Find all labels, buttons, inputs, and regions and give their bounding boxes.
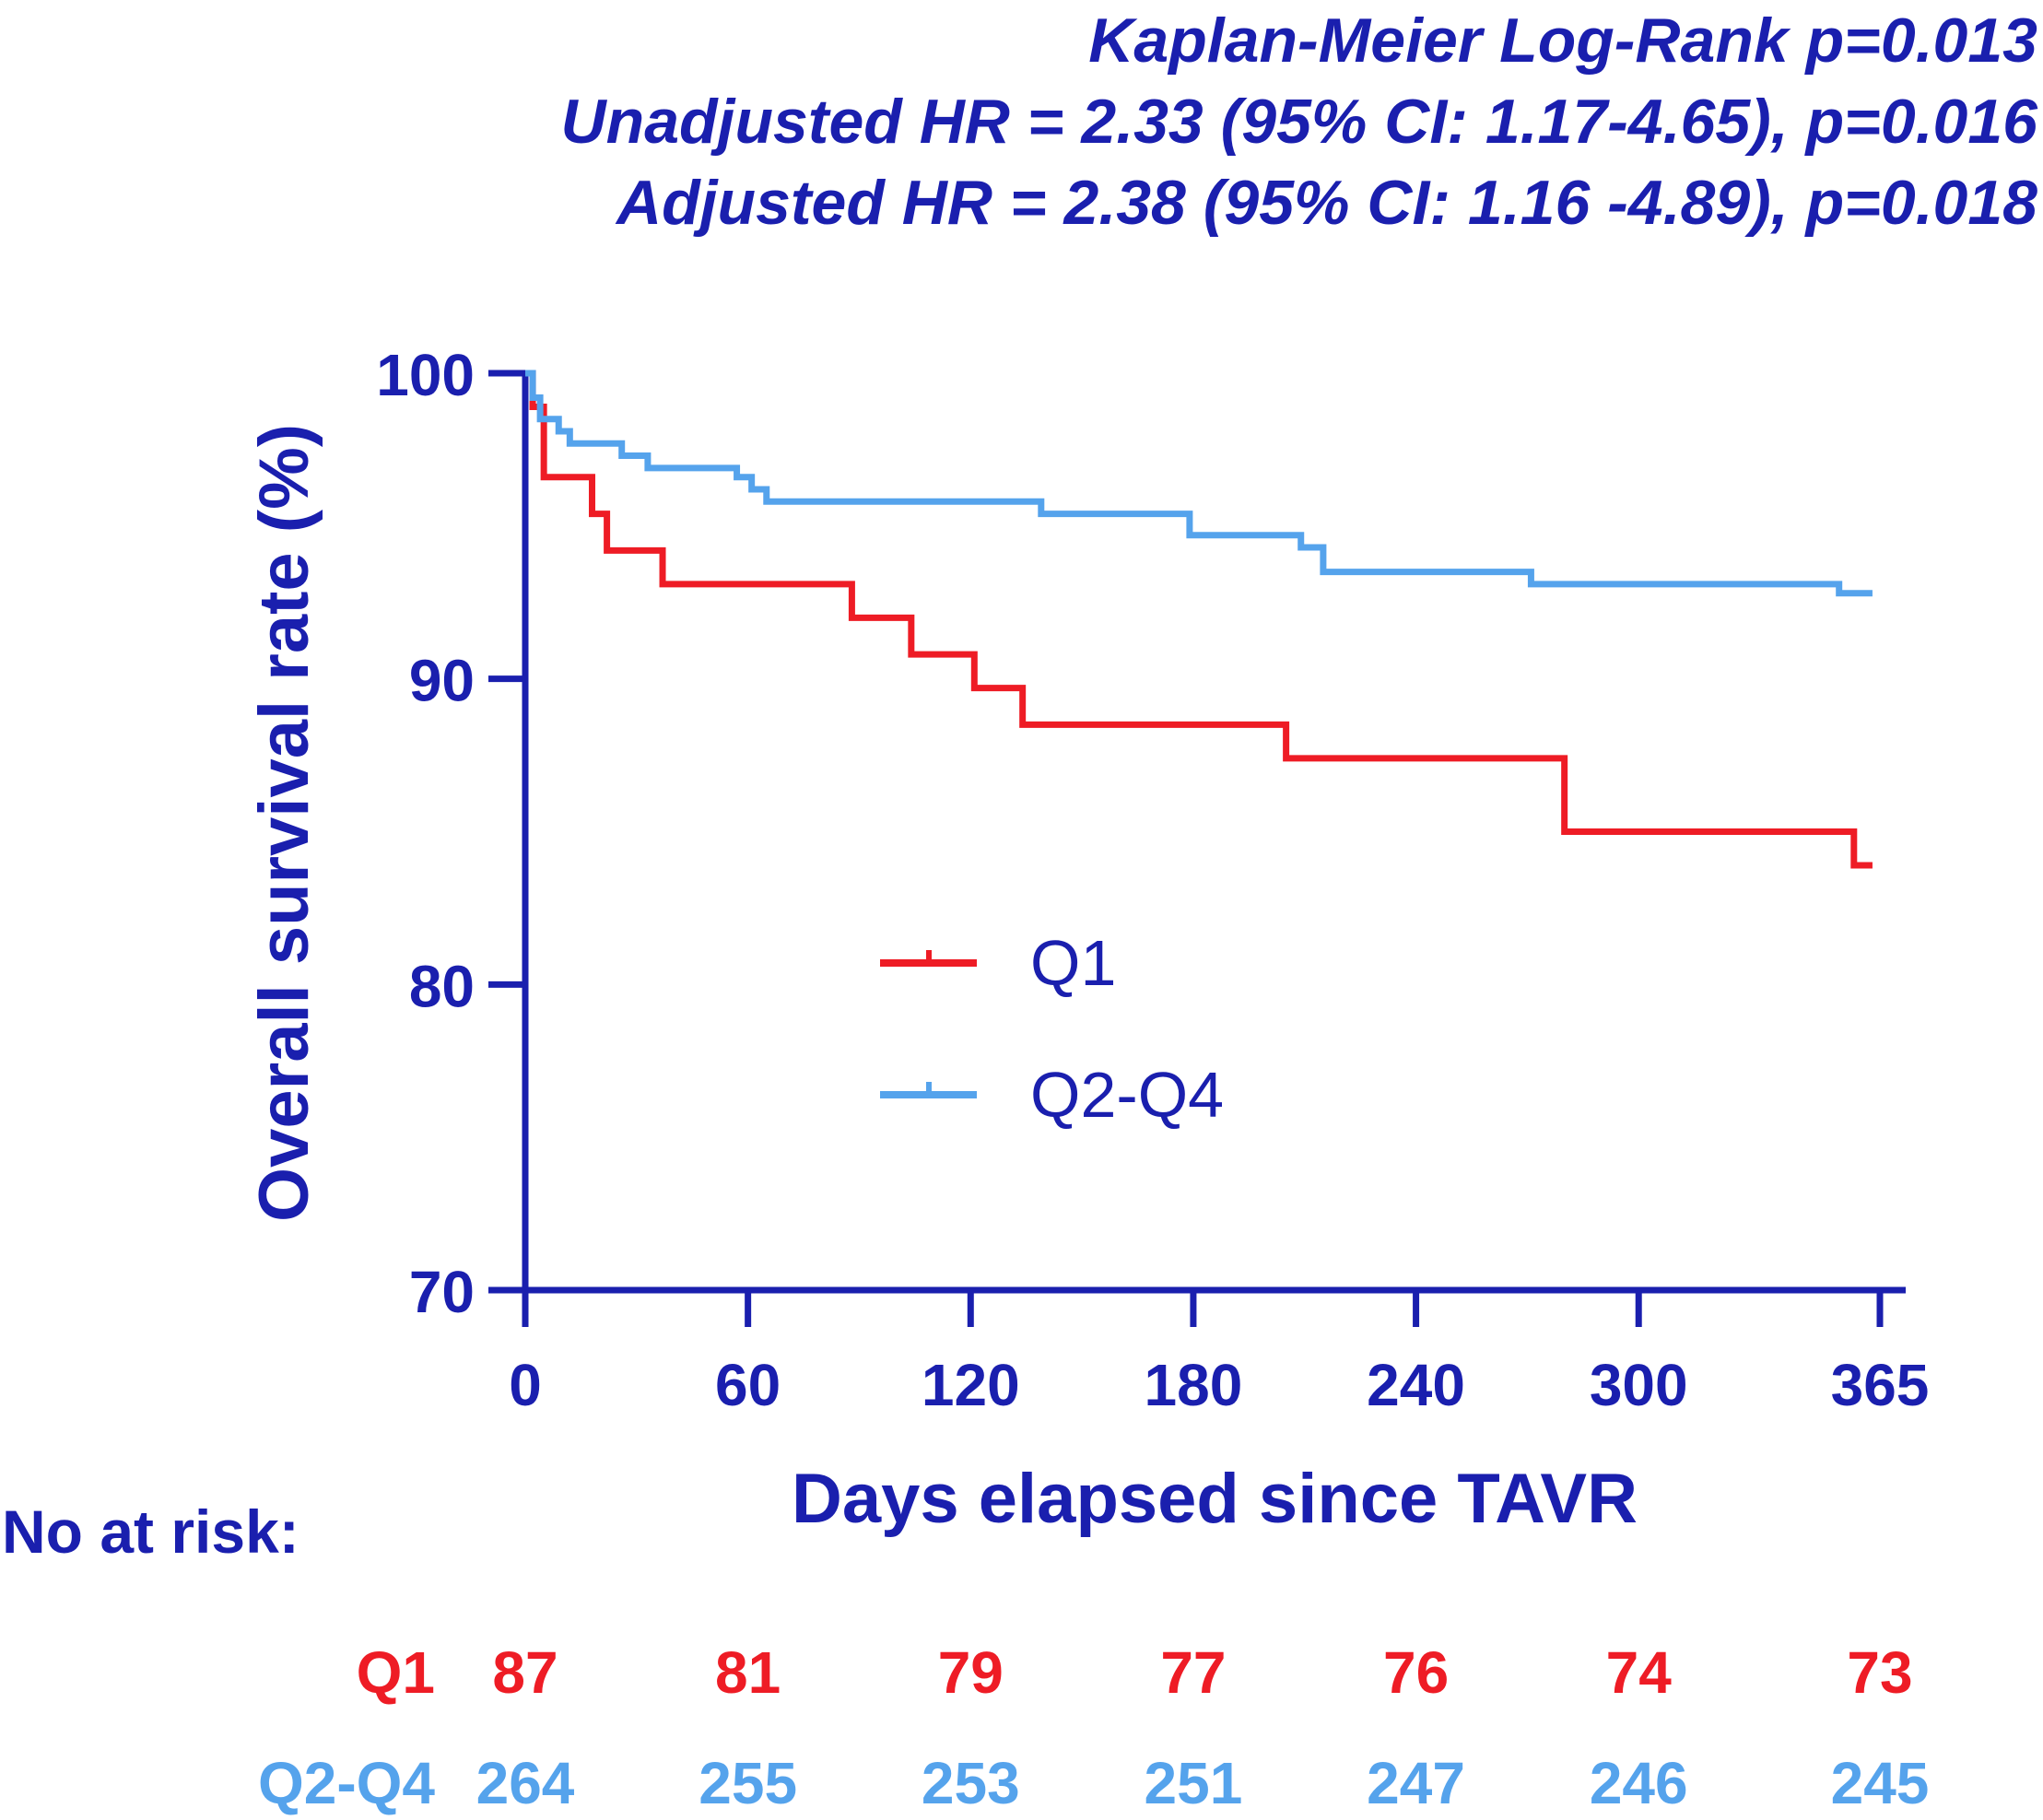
x-tick-label: 300 — [1590, 1352, 1688, 1418]
y-tick-label: 70 — [409, 1259, 475, 1325]
survival-curve-q2-q4 — [525, 370, 1873, 597]
legend-label-q2-q4: Q2-Q4 — [1030, 1059, 1224, 1131]
x-tick-label: 0 — [509, 1352, 542, 1418]
risk-row-q2-q4: Q2-Q4 264 255 253 251 247 246 245 — [0, 1746, 2043, 1820]
survival-curves — [525, 370, 1873, 869]
risk-count: 74 — [1605, 1639, 1672, 1706]
risk-count: 245 — [1830, 1750, 1930, 1816]
risk-row-q1: Q1 87 81 79 77 76 74 73 — [0, 1636, 2043, 1709]
risk-count: 73 — [1847, 1639, 1913, 1706]
legend: Q1 Q2-Q4 — [880, 927, 1224, 1131]
risk-count: 253 — [921, 1750, 1020, 1816]
risk-count: 255 — [699, 1750, 798, 1816]
x-tick-label: 365 — [1831, 1352, 1930, 1418]
x-tick-label: 180 — [1145, 1352, 1243, 1418]
x-tick-label: 120 — [922, 1352, 1020, 1418]
risk-row-label: Q1 — [356, 1639, 435, 1706]
risk-count: 79 — [937, 1639, 1004, 1706]
x-tick-label: 240 — [1367, 1352, 1465, 1418]
risk-count: 77 — [1160, 1639, 1227, 1706]
risk-count: 251 — [1144, 1750, 1243, 1816]
risk-row-label: Q2-Q4 — [257, 1750, 435, 1816]
risk-count: 247 — [1367, 1750, 1465, 1816]
adjusted-hr-text: Adjusted HR = 2.38 (95% CI: 1.16 -4.89),… — [616, 168, 2037, 238]
survival-curve-q1 — [525, 370, 1873, 869]
axes: 70 80 90 100 0 60 120 180 240 300 365 Days elapsed … — [245, 342, 1929, 1538]
risk-count: 87 — [492, 1639, 558, 1706]
risk-count: 76 — [1382, 1639, 1450, 1706]
risk-count: 81 — [715, 1639, 781, 1706]
statistics-annotation: Kaplan-Meier Log-Rank p=0.013 Unadjusted… — [561, 0, 2037, 243]
log-rank-text: Kaplan-Meier Log-Rank p=0.013 — [1088, 6, 2037, 76]
legend-label-q1: Q1 — [1030, 927, 1116, 999]
x-tick-label: 60 — [715, 1352, 781, 1418]
unadjusted-hr-text: Unadjusted HR = 2.33 (95% CI: 1.17-4.65)… — [560, 87, 2037, 157]
y-tick-label: 90 — [409, 648, 475, 714]
y-tick-label: 100 — [376, 342, 475, 408]
risk-table-title: No at risk: — [2, 1497, 299, 1566]
x-axis-title: Days elapsed since TAVR — [792, 1460, 1638, 1538]
y-axis-title: Overall survival rate (%) — [245, 424, 323, 1222]
risk-count: 264 — [476, 1750, 575, 1816]
risk-count: 246 — [1589, 1750, 1688, 1816]
y-tick-label: 80 — [409, 953, 475, 1019]
